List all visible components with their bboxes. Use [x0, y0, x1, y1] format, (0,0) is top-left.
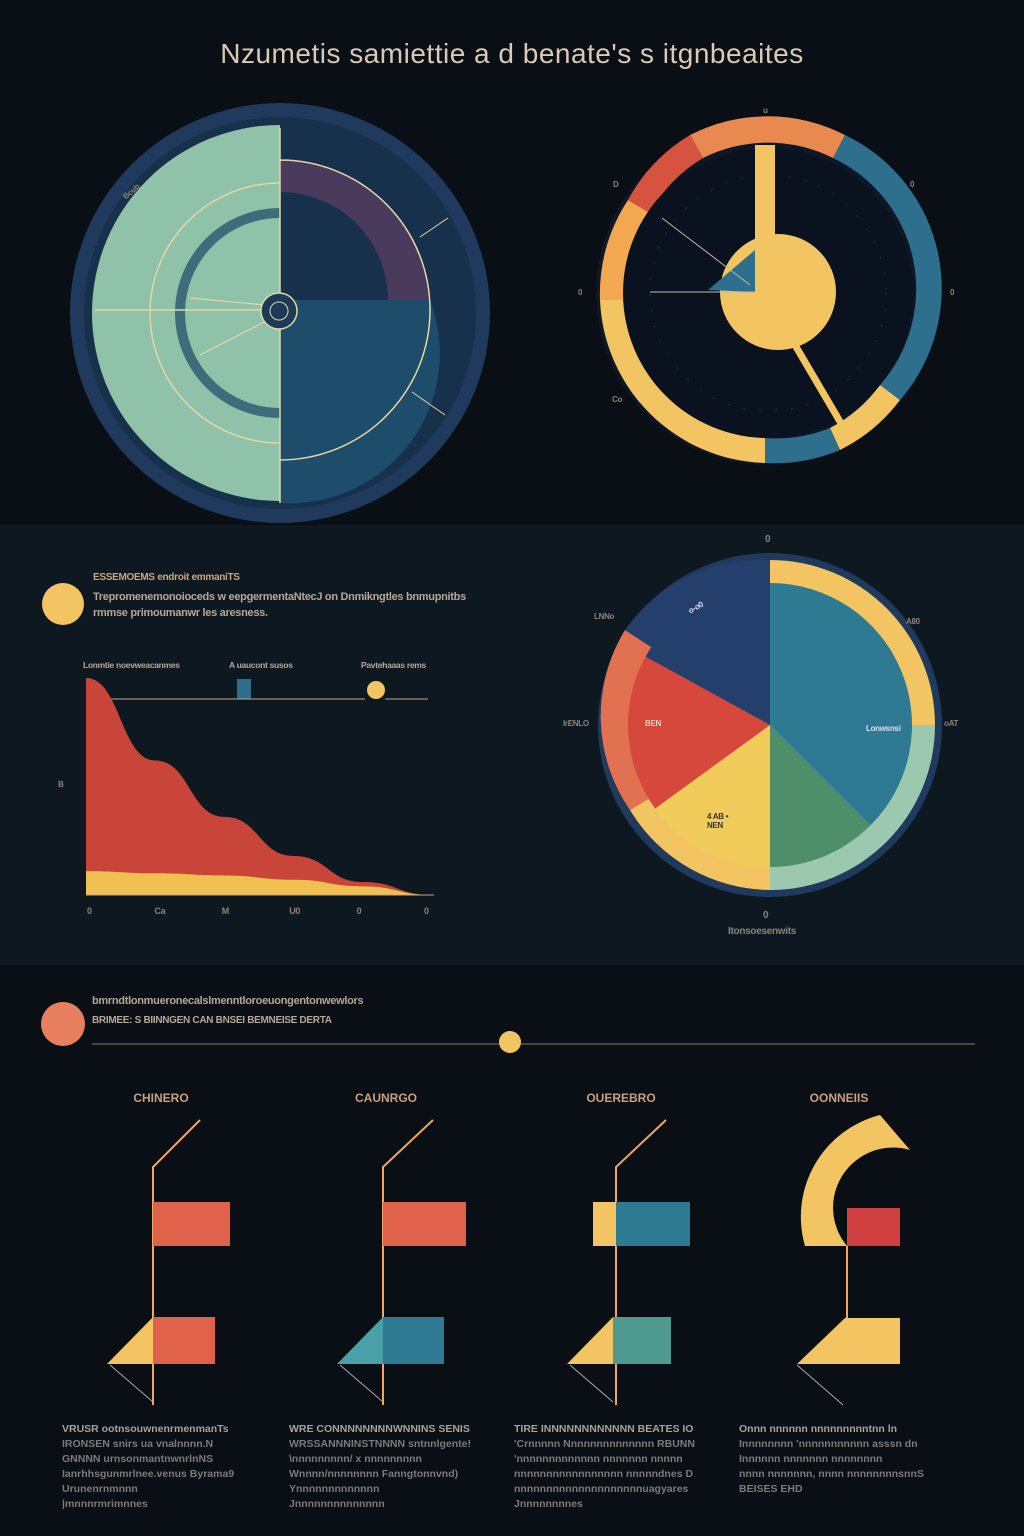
legend-item: Pavtehaaas rems [361, 660, 426, 670]
x-tick-label: 0 [424, 906, 429, 916]
pie-top-label: 0 [765, 534, 771, 545]
panel-2-text: WRE CONNNNNNNNWNNINS SENIS WRSSANNNINSTNN… [289, 1423, 471, 1510]
ring-yellow-bottom [600, 300, 765, 463]
teal-half [92, 125, 280, 501]
panel-3-text: TIRE INNNNNNNNNNNN BEATES IO 'Crnnnnn Nnn… [514, 1423, 695, 1510]
panel-1-text: VRUSR ootnsouwnenrmenmanTs IRONSEN snirs … [62, 1423, 235, 1510]
ring-teal-right [833, 135, 942, 400]
pie-side-label: Lonwsnsi [866, 724, 901, 733]
pie-footer-label: Itonsoesenwits [728, 926, 797, 937]
panel-4-figure [796, 1115, 910, 1406]
top-right-dial [596, 116, 942, 465]
x-tick-label: U0 [289, 906, 301, 916]
pie-slice-label: BEN [645, 719, 661, 728]
dial-label: 0 [578, 288, 583, 297]
pie-side-label: A80 [906, 617, 920, 626]
area-chart [86, 678, 434, 896]
dial-label: Co [612, 395, 623, 404]
pie-side-label: LNNo [594, 612, 615, 621]
x-tick-label: 0 [87, 906, 92, 916]
pie-side-label: IrENLO [563, 719, 589, 728]
pie-slice-0 [770, 583, 913, 826]
legend-yellow-marker [367, 681, 385, 699]
page-title: Nzumetis samiettie a d benate's s itgnbe… [220, 38, 804, 69]
panel-3-title: OUEREBRO [586, 1091, 656, 1105]
pie-side-label: oAT [944, 719, 959, 728]
pie-slice-4 [645, 583, 770, 725]
legend-item: Lonmtie noevweacanmes [83, 660, 180, 670]
dial-label: 0 [950, 288, 955, 297]
pie-slice-3 [627, 656, 770, 809]
dial-needle-bar [755, 145, 775, 245]
section1-body-line1: Trepromenemonoioceds w eepgermentaNtecJ … [93, 591, 466, 603]
pie-slice-1 [770, 725, 871, 867]
dial-label: u [763, 106, 768, 115]
pie-chart [598, 553, 942, 897]
ring-orange-top [690, 116, 845, 158]
panel-3-figure [567, 1119, 690, 1405]
section2-subheading: BRIMEE: S BIINNGEN CAN BNSEI BEMNEISE DE… [92, 1015, 332, 1026]
legend-blue-marker [237, 679, 251, 699]
pie-slice-label: 4 AB • NEN [707, 812, 729, 830]
area-y-label: B [58, 780, 64, 789]
dial-label: 0 [910, 180, 915, 189]
panel-2-figure [337, 1119, 466, 1405]
legend-item: A uaucont susos [229, 660, 293, 670]
panel-2-title: CAUNRGO [355, 1091, 417, 1105]
ring-yellow-lower-right [830, 385, 900, 450]
pie-slice-2 [655, 725, 770, 867]
section1-bullet [42, 583, 84, 625]
x-tick-label: M [221, 906, 230, 916]
section2-bullet [41, 1002, 85, 1046]
ring-orange-left [599, 200, 650, 300]
center-hub [260, 292, 298, 330]
panel-1-figure [107, 1119, 230, 1405]
ring-red [628, 135, 703, 213]
section1-body-line2: rmmse primoumanwr les aresness. [93, 607, 268, 619]
area-series-0 [86, 678, 432, 895]
timeline-handle[interactable] [499, 1031, 521, 1053]
ring-teal-bottom [765, 428, 840, 464]
x-tick-label: Ca [154, 906, 166, 916]
x-tick-label: 0 [356, 906, 362, 916]
panel-1-title: CHINERO [133, 1091, 189, 1105]
section1-heading: ESSEMOEMS endroit emmaniTS [93, 572, 240, 583]
panel-4-title: OONNEIIS [809, 1091, 869, 1105]
purple-arc [280, 159, 430, 300]
pie-bottom-label: 0 [763, 910, 769, 921]
dial-label: D [613, 180, 619, 189]
blue-quadrant-ext [280, 300, 440, 504]
panel-4-text: Onnn nnnnnn nnnnnnnnntnn ln Innnnnnnn 'nn… [739, 1423, 924, 1495]
section2-heading: bmrndtlonmueronecalslmenntloroeuongenton… [92, 995, 364, 1007]
top-left-dial [70, 103, 490, 523]
area-series-1 [86, 871, 432, 895]
